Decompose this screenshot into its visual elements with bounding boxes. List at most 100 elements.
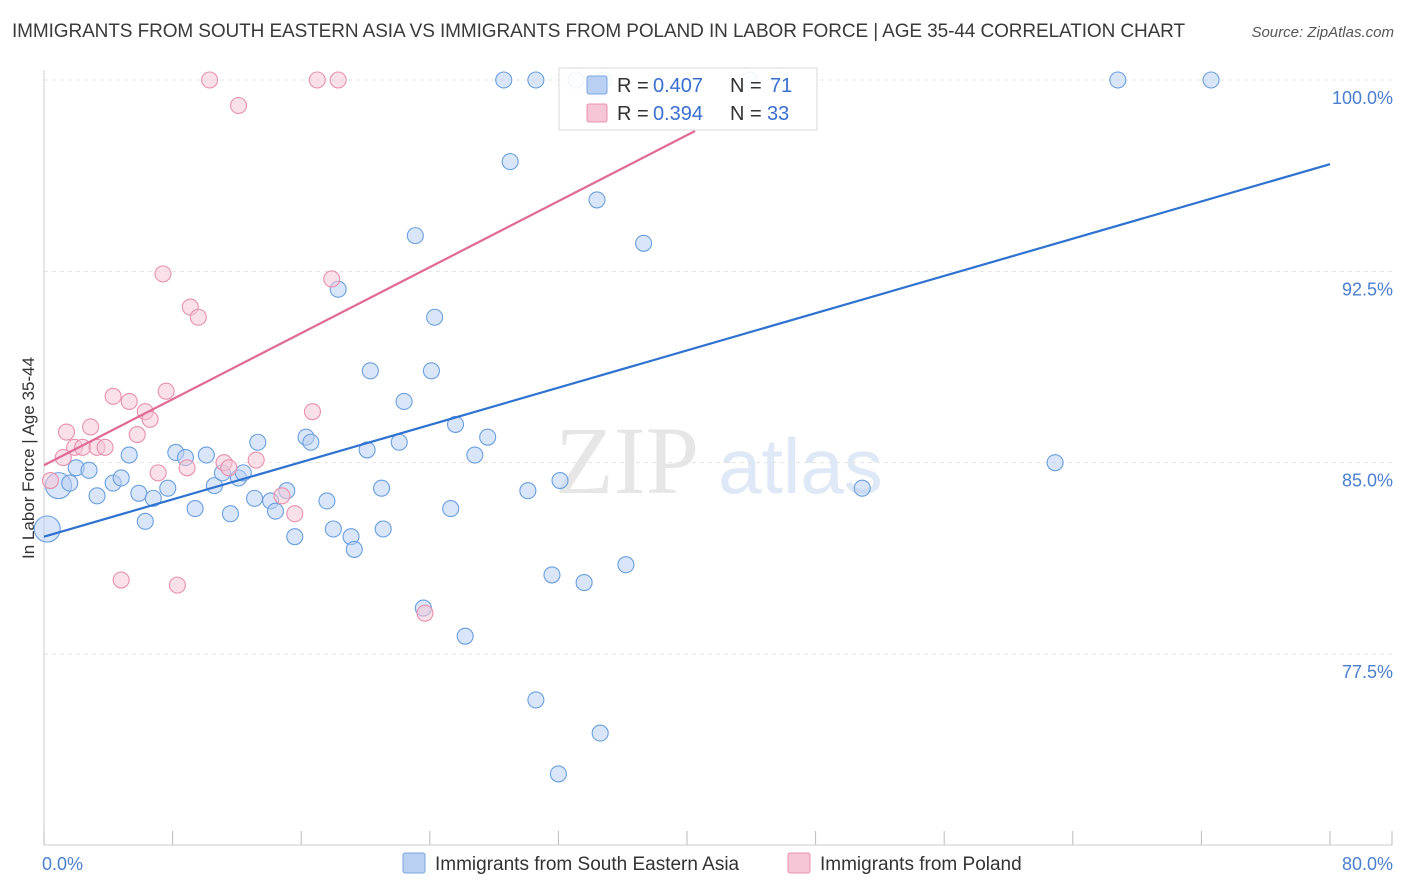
data-point [527,691,545,709]
data-point [549,765,567,783]
data-point [112,571,130,589]
data-point [112,469,130,487]
legend-r-value-1: 0.407 [653,75,703,97]
data-point [308,71,326,89]
data-point [495,71,513,89]
x-ticks [43,831,1393,845]
data-point [422,362,440,380]
data-point [442,500,460,518]
data-point [157,382,175,400]
y-tick-label: 100.0% [1332,88,1393,108]
legend-r-label-2: R = [617,103,654,125]
data-point [345,540,363,558]
data-point [186,500,204,518]
legend-r-value-2: 0.394 [653,103,703,125]
data-point [80,461,98,479]
data-point [527,71,545,89]
data-point [82,418,100,436]
data-point [466,446,484,464]
data-point [501,153,519,171]
data-point [229,96,248,115]
data-point [178,459,196,477]
trend-lines [43,130,1331,538]
data-point [149,464,167,482]
data-point [221,505,240,523]
data-point [302,433,320,451]
data-point [136,512,154,530]
data-point [247,451,265,469]
legend-swatch-pink [586,103,608,123]
data-point [201,71,219,89]
data-point [57,423,76,441]
grid-lines [44,79,1392,655]
data-point [168,576,186,594]
data-point [323,270,341,288]
data-point [189,308,207,326]
data-point [130,484,148,502]
data-point [33,515,61,543]
data-point [591,724,609,742]
legend-swatch-blue [586,75,608,95]
data-point [1109,71,1127,89]
watermark-zip: ZIP [555,407,699,514]
series-legend-swatch-pink [787,852,811,874]
x-tick-labels: 0.0% 80.0% [42,854,1393,874]
data-point [1046,454,1064,472]
data-point [390,433,408,451]
data-point [41,471,59,490]
legend-r-label-1: R = [617,75,654,97]
data-point [154,265,172,283]
data-point [318,492,336,510]
data-point [197,446,215,464]
data-point [120,446,138,464]
data-point [88,487,106,505]
trend-line [43,163,1331,538]
x-tick-label: 0.0% [42,854,83,874]
y-axis-label: In Labor Force | Age 35-44 [19,357,38,559]
correlation-legend: R = 0.407 N = 71 R = 0.394 N = 33 [558,67,818,131]
data-point [159,479,177,497]
data-point [144,489,162,507]
data-point [324,520,342,538]
y-tick-label: 92.5% [1342,279,1393,299]
watermark-atlas: atlas [718,422,883,510]
series-legend-swatch-blue [402,852,426,874]
watermark: ZIP atlas [555,407,883,514]
data-point [266,502,285,520]
legend-n-label-2: N = [730,103,767,125]
data-point [373,479,391,497]
data-point [551,471,569,490]
data-point [249,433,267,451]
y-tick-label: 85.0% [1342,471,1393,491]
data-point [361,362,379,380]
chart-title: IMMIGRANTS FROM SOUTH EASTERN ASIA VS IM… [12,21,1185,42]
data-point [96,438,114,456]
data-point [329,71,347,89]
data-point [853,479,871,497]
y-tick-labels: 100.0% 92.5% 85.0% 77.5% [1332,88,1393,682]
data-point [303,403,322,421]
y-tick-label: 77.5% [1342,662,1393,682]
data-point [128,426,146,444]
data-point [374,520,392,538]
data-point [635,234,653,252]
data-point [286,505,304,523]
series-legend-label-blue: Immigrants from South Eastern Asia [435,854,740,875]
data-point [273,487,291,505]
source-credit: Source: ZipAtlas.com [1251,24,1394,41]
x-tick-label: 80.0% [1342,854,1393,874]
data-point [588,191,606,209]
data-point [426,308,444,326]
data-point [120,392,138,410]
axes [43,70,1392,846]
data-point [246,489,264,507]
series-legend-label-pink: Immigrants from Poland [820,854,1022,875]
data-point [406,227,424,245]
data-point [416,604,434,622]
legend-n-label-1: N = [730,75,767,97]
legend-n-value-1: 71 [770,75,792,97]
data-point [358,441,376,459]
data-point [456,627,474,645]
data-point [395,392,413,410]
data-point [104,387,122,405]
